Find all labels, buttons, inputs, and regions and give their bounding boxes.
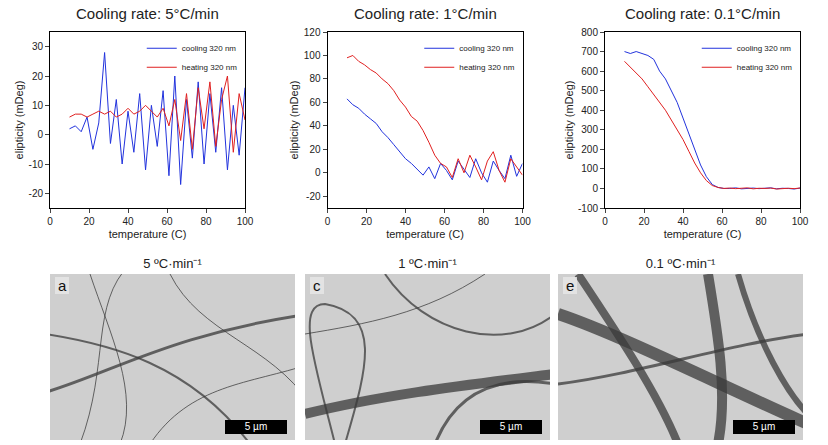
svg-text:200: 200: [581, 144, 598, 155]
svg-text:10: 10: [32, 100, 44, 111]
svg-text:700: 700: [581, 46, 598, 57]
svg-text:800: 800: [581, 27, 598, 38]
html-text:5 µm: 5 µm: [499, 421, 523, 432]
svg-text:20: 20: [361, 216, 373, 227]
html-text:5 ºC·min⁻¹: 5 ºC·min⁻¹: [143, 256, 202, 271]
svg-text:100: 100: [237, 216, 254, 227]
svg-text:300: 300: [581, 124, 598, 135]
svg-text:80: 80: [755, 216, 767, 227]
svg-text:40: 40: [309, 120, 321, 131]
svg-text:cooling 320 nm: cooling 320 nm: [459, 44, 514, 53]
svg-text:120: 120: [304, 27, 321, 38]
svg-text:80: 80: [309, 73, 321, 84]
svg-text:60: 60: [161, 216, 173, 227]
svg-text:heating 320 nm: heating 320 nm: [182, 63, 237, 72]
svg-text:100: 100: [514, 216, 531, 227]
svg-text:elipticity (mDeg): elipticity (mDeg): [13, 81, 25, 160]
svg-text:20: 20: [638, 216, 650, 227]
svg-text:40: 40: [122, 216, 134, 227]
svg-text:40: 40: [400, 216, 412, 227]
svg-text:20: 20: [309, 144, 321, 155]
svg-text:0: 0: [37, 129, 43, 140]
svg-text:80: 80: [200, 216, 212, 227]
svg-text:30: 30: [32, 41, 44, 52]
svg-text:0: 0: [315, 167, 321, 178]
svg-text:0: 0: [47, 216, 53, 227]
svg-text:20: 20: [83, 216, 95, 227]
svg-text:100: 100: [792, 216, 809, 227]
html-text:e: e: [566, 277, 575, 294]
svg-text:80: 80: [478, 216, 490, 227]
svg-text:0: 0: [325, 216, 331, 227]
svg-text:-20: -20: [306, 191, 321, 202]
svg-text:temperature (C): temperature (C): [386, 228, 464, 240]
svg-text:Cooling rate: 5°C/min: Cooling rate: 5°C/min: [76, 5, 219, 22]
svg-text:60: 60: [309, 97, 321, 108]
svg-text:-100: -100: [578, 203, 598, 214]
html-text:c: c: [313, 277, 321, 294]
html-text:0.1 ºC·min⁻¹: 0.1 ºC·min⁻¹: [645, 256, 716, 271]
svg-text:60: 60: [439, 216, 451, 227]
html-text:5 µm: 5 µm: [244, 421, 268, 432]
svg-text:-20: -20: [29, 188, 44, 199]
svg-text:600: 600: [581, 66, 598, 77]
svg-text:elipticity (mDeg): elipticity (mDeg): [288, 81, 300, 160]
svg-text:temperature (C): temperature (C): [109, 228, 187, 240]
svg-text:Cooling rate: 1°C/min: Cooling rate: 1°C/min: [354, 5, 497, 22]
html-text:a: a: [58, 277, 67, 294]
html-text:5 µm: 5 µm: [752, 421, 776, 432]
svg-text:100: 100: [304, 50, 321, 61]
svg-text:500: 500: [581, 85, 598, 96]
svg-text:heating 320 nm: heating 320 nm: [737, 63, 792, 72]
svg-text:400: 400: [581, 105, 598, 116]
svg-text:40: 40: [677, 216, 689, 227]
svg-text:temperature (C): temperature (C): [664, 228, 742, 240]
svg-text:cooling 320 nm: cooling 320 nm: [182, 44, 237, 53]
svg-text:Cooling rate: 0.1°C/min: Cooling rate: 0.1°C/min: [625, 5, 780, 22]
html-text:1 ºC·min⁻¹: 1 ºC·min⁻¹: [398, 256, 457, 271]
svg-text:0: 0: [602, 216, 608, 227]
svg-text:20: 20: [32, 71, 44, 82]
svg-text:60: 60: [716, 216, 728, 227]
svg-text:cooling 320 nm: cooling 320 nm: [737, 44, 792, 53]
svg-text:100: 100: [581, 163, 598, 174]
svg-text:0: 0: [592, 183, 598, 194]
svg-text:heating 320 nm: heating 320 nm: [459, 63, 514, 72]
svg-text:-10: -10: [29, 159, 44, 170]
svg-text:elipticity (mDeg): elipticity (mDeg): [563, 81, 575, 160]
